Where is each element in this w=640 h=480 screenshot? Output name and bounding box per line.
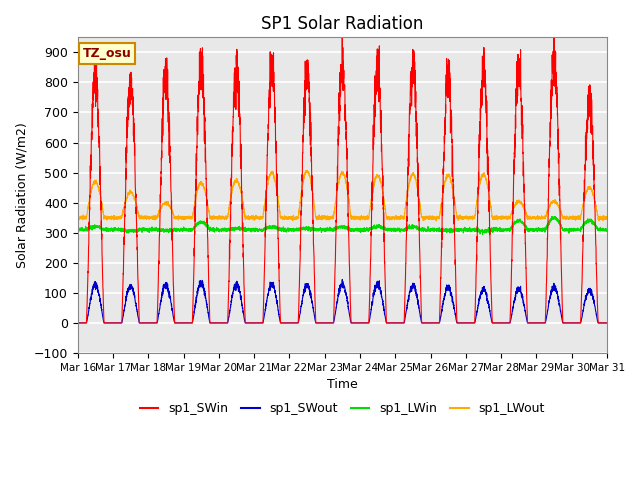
sp1_LWout bbox=[603, 214, 611, 219]
sp1_LWin bbox=[603, 228, 611, 234]
sp1_SWin bbox=[602, 320, 610, 326]
sp1_LWout bbox=[431, 215, 439, 220]
Title: SP1 Solar Radiation: SP1 Solar Radiation bbox=[261, 15, 424, 33]
sp1_SWin bbox=[461, 320, 468, 326]
sp1_LWout bbox=[491, 215, 499, 221]
sp1_LWout bbox=[461, 215, 468, 221]
Line: sp1_SWout: sp1_SWout bbox=[77, 279, 607, 323]
sp1_LWin bbox=[169, 227, 177, 233]
sp1_SWout bbox=[491, 320, 499, 326]
sp1_LWout bbox=[323, 215, 330, 220]
sp1_LWin bbox=[603, 227, 611, 233]
sp1_LWin bbox=[479, 232, 486, 238]
sp1_LWin bbox=[74, 227, 81, 232]
sp1_LWout bbox=[302, 168, 310, 173]
sp1_LWin bbox=[551, 214, 559, 219]
Legend: sp1_SWin, sp1_SWout, sp1_LWin, sp1_LWout: sp1_SWin, sp1_SWout, sp1_LWin, sp1_LWout bbox=[134, 397, 550, 420]
Y-axis label: Solar Radiation (W/m2): Solar Radiation (W/m2) bbox=[15, 122, 28, 268]
sp1_LWout bbox=[603, 215, 611, 221]
sp1_SWin bbox=[74, 320, 81, 326]
Line: sp1_LWout: sp1_LWout bbox=[77, 170, 607, 221]
sp1_LWin bbox=[491, 226, 499, 231]
sp1_LWin bbox=[323, 227, 330, 233]
Line: sp1_SWin: sp1_SWin bbox=[77, 32, 607, 323]
sp1_SWout bbox=[323, 320, 330, 326]
sp1_SWin bbox=[491, 320, 499, 326]
sp1_SWout bbox=[602, 320, 610, 326]
X-axis label: Time: Time bbox=[327, 378, 358, 391]
sp1_LWin bbox=[461, 228, 468, 233]
Text: TZ_osu: TZ_osu bbox=[83, 47, 132, 60]
sp1_SWin bbox=[431, 320, 439, 326]
sp1_SWout bbox=[431, 320, 439, 326]
sp1_LWin bbox=[431, 228, 439, 233]
sp1_SWout bbox=[339, 276, 346, 282]
sp1_SWin bbox=[603, 320, 611, 326]
sp1_SWout bbox=[603, 320, 611, 326]
sp1_SWout bbox=[169, 311, 177, 317]
sp1_SWin bbox=[169, 261, 177, 266]
sp1_LWout bbox=[74, 215, 81, 221]
sp1_LWout bbox=[432, 218, 440, 224]
sp1_LWout bbox=[169, 210, 177, 216]
Line: sp1_LWin: sp1_LWin bbox=[77, 216, 607, 235]
sp1_SWout bbox=[74, 320, 81, 326]
sp1_SWin bbox=[323, 320, 330, 326]
sp1_SWout bbox=[461, 320, 468, 326]
sp1_SWin bbox=[550, 29, 557, 35]
